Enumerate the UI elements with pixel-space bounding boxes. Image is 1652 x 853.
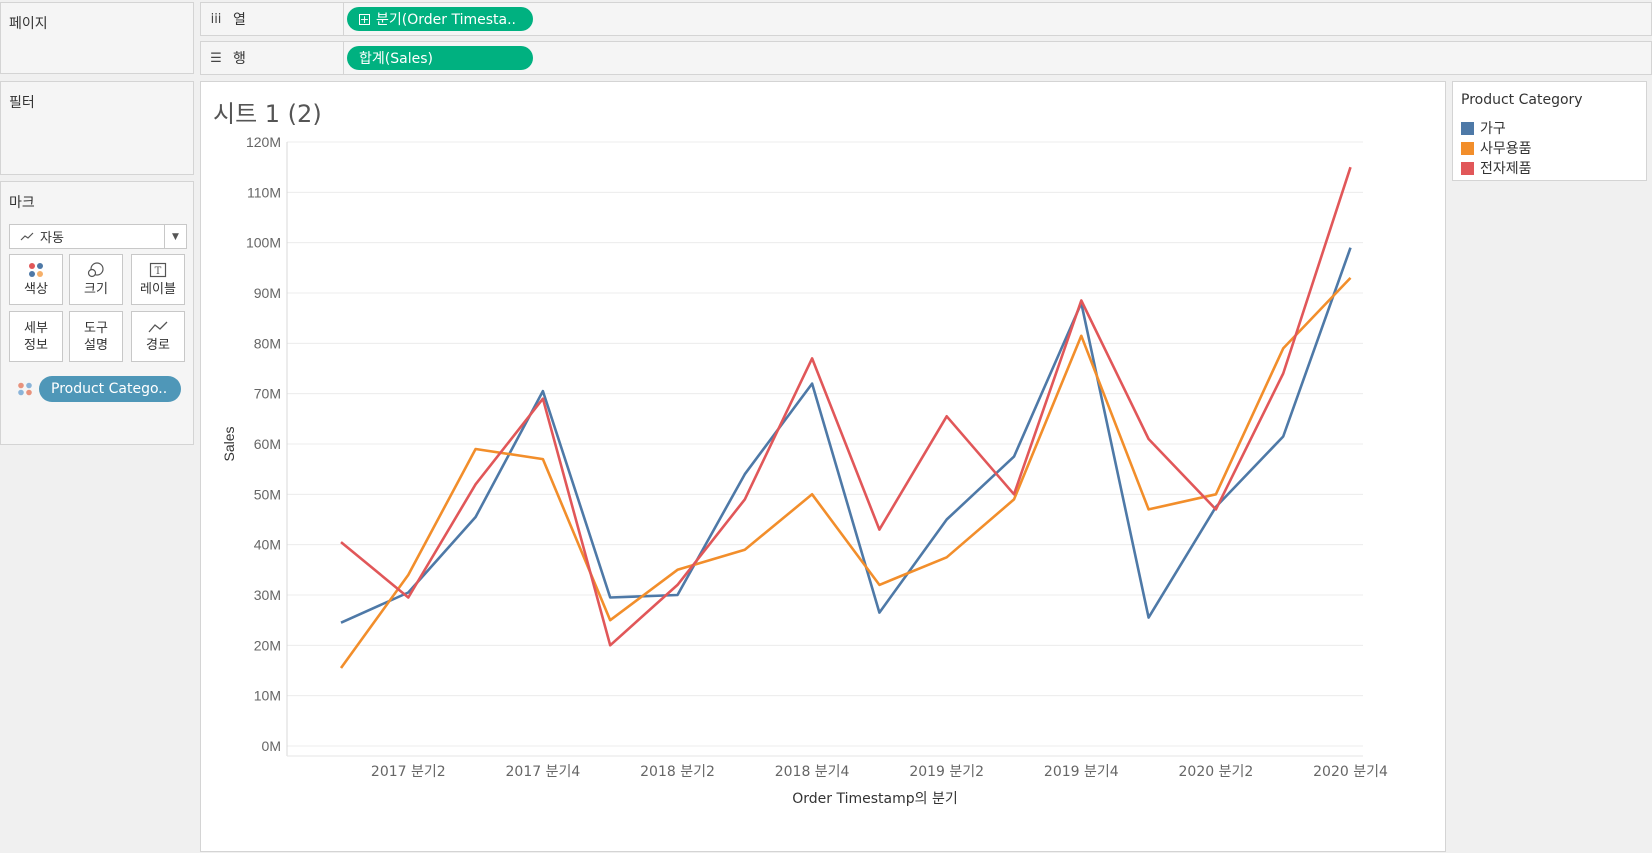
quarter-order-timestamp-pill[interactable]: + 분기(Order Timesta..	[347, 7, 533, 31]
y-tick-label: 70M	[254, 386, 281, 402]
detail-button-label: 세부 정보	[24, 320, 48, 354]
y-tick-label: 80M	[254, 335, 281, 351]
color-icon	[29, 262, 43, 277]
y-tick-label: 0M	[262, 738, 281, 754]
y-tick-label: 50M	[254, 486, 281, 502]
path-button-label: 경로	[146, 337, 170, 353]
marks-panel: 마크 자동 ▼ 색상 크기 T 레이블 세부 정보 도구 설명 경로	[0, 181, 194, 445]
tooltip-label-text: 도구 설명	[84, 320, 108, 353]
rows-label-text: 행	[233, 51, 246, 67]
worksheet-view[interactable]: 시트 1 (2) 0M 10M 20M 30M 40M 50M 60M 70M 80M 90M 10…	[200, 81, 1446, 852]
legend-label: 사무용품	[1480, 141, 1532, 157]
marks-title: 마크	[9, 195, 35, 211]
label-button[interactable]: T 레이블	[131, 254, 185, 305]
legend-swatch	[1461, 121, 1474, 135]
x-tick-label: 2019 분기4	[1044, 764, 1119, 780]
x-tick-label: 2020 분기4	[1313, 764, 1388, 780]
rows-shelf[interactable]: ☰ 행 합계(Sales)	[200, 41, 1652, 75]
filters-panel[interactable]: 필터	[0, 81, 194, 175]
legend-item-electronics[interactable]: 전자제품	[1461, 158, 1532, 178]
x-axis-title: Order Timestamp의 분기	[792, 791, 957, 807]
y-tick-label: 60M	[254, 436, 281, 452]
columns-icon: iii	[210, 11, 222, 27]
color-field-row: Product Catego..	[17, 376, 181, 402]
svg-text:T: T	[155, 266, 162, 277]
legend-label: 가구	[1480, 121, 1506, 137]
label-button-label: 레이블	[140, 281, 176, 297]
legend-swatch	[1461, 161, 1474, 175]
series-line-사무용품[interactable]	[339, 277, 1352, 669]
sheet-title: 시트 1 (2)	[213, 100, 322, 128]
pages-title: 페이지	[9, 16, 48, 32]
y-tick-label: 30M	[254, 587, 281, 603]
detail-button[interactable]: 세부 정보	[9, 311, 63, 362]
y-tick-label: 10M	[254, 688, 281, 704]
x-tick-label: 2017 분기2	[371, 764, 446, 780]
columns-shelf[interactable]: iii 열 + 분기(Order Timesta..	[200, 2, 1652, 36]
mark-type-dropdown[interactable]: 자동 ▼	[9, 224, 187, 249]
x-tick-label: 2019 분기2	[909, 764, 984, 780]
color-legend: Product Category 가구 사무용품 전자제품	[1452, 81, 1647, 181]
legend-item-furniture[interactable]: 가구	[1461, 118, 1506, 138]
product-category-pill[interactable]: Product Catego..	[39, 376, 181, 402]
mark-type-value: 자동	[40, 231, 64, 246]
y-tick-label: 20M	[254, 637, 281, 653]
y-axis-title: Sales	[221, 426, 237, 461]
color-encoding-icon	[18, 382, 32, 396]
color-button[interactable]: 색상	[9, 254, 63, 305]
series-line-가구[interactable]	[340, 247, 1352, 624]
path-icon	[148, 321, 168, 332]
sum-sales-pill[interactable]: 합계(Sales)	[347, 46, 533, 70]
legend-swatch	[1461, 141, 1474, 155]
legend-label: 전자제품	[1480, 161, 1532, 177]
rows-shelf-label: ☰ 행	[201, 42, 344, 74]
series-line-전자제품[interactable]	[340, 166, 1352, 647]
size-icon	[87, 261, 104, 277]
x-tick-label: 2020 분기2	[1179, 764, 1254, 780]
color-button-label: 색상	[24, 281, 48, 297]
columns-shelf-label: iii 열	[201, 3, 344, 35]
tooltip-button-label: 도구 설명	[84, 320, 108, 354]
x-tick-label: 2018 분기4	[775, 764, 850, 780]
y-tick-label: 120M	[246, 134, 281, 150]
y-tick-label: 110M	[247, 184, 281, 200]
label-icon: T	[149, 262, 167, 277]
filters-title: 필터	[9, 95, 35, 111]
pages-panel[interactable]: 페이지	[0, 2, 194, 74]
detail-label-text: 세부 정보	[24, 320, 48, 353]
x-tick-label: 2017 분기4	[506, 764, 581, 780]
columns-label-text: 열	[233, 12, 246, 28]
y-tick-label: 100M	[246, 235, 281, 251]
y-tick-label: 90M	[254, 285, 281, 301]
line-mark-icon	[20, 232, 34, 240]
chevron-down-icon[interactable]: ▼	[164, 225, 186, 248]
tooltip-button[interactable]: 도구 설명	[69, 311, 123, 362]
y-tick-label: 40M	[254, 537, 281, 553]
expand-icon[interactable]: +	[359, 12, 370, 26]
legend-title: Product Category	[1461, 92, 1583, 108]
columns-pill-text: 분기(Order Timesta..	[376, 12, 516, 28]
legend-item-office-supplies[interactable]: 사무용품	[1461, 138, 1532, 158]
x-tick-label: 2018 분기2	[640, 764, 715, 780]
size-button-label: 크기	[84, 281, 108, 297]
rows-icon: ☰	[210, 50, 222, 66]
path-button[interactable]: 경로	[131, 311, 185, 362]
size-button[interactable]: 크기	[69, 254, 123, 305]
line-chart[interactable]: 0M 10M 20M 30M 40M 50M 60M 70M 80M 90M 100M 110M 120…	[201, 82, 1447, 853]
